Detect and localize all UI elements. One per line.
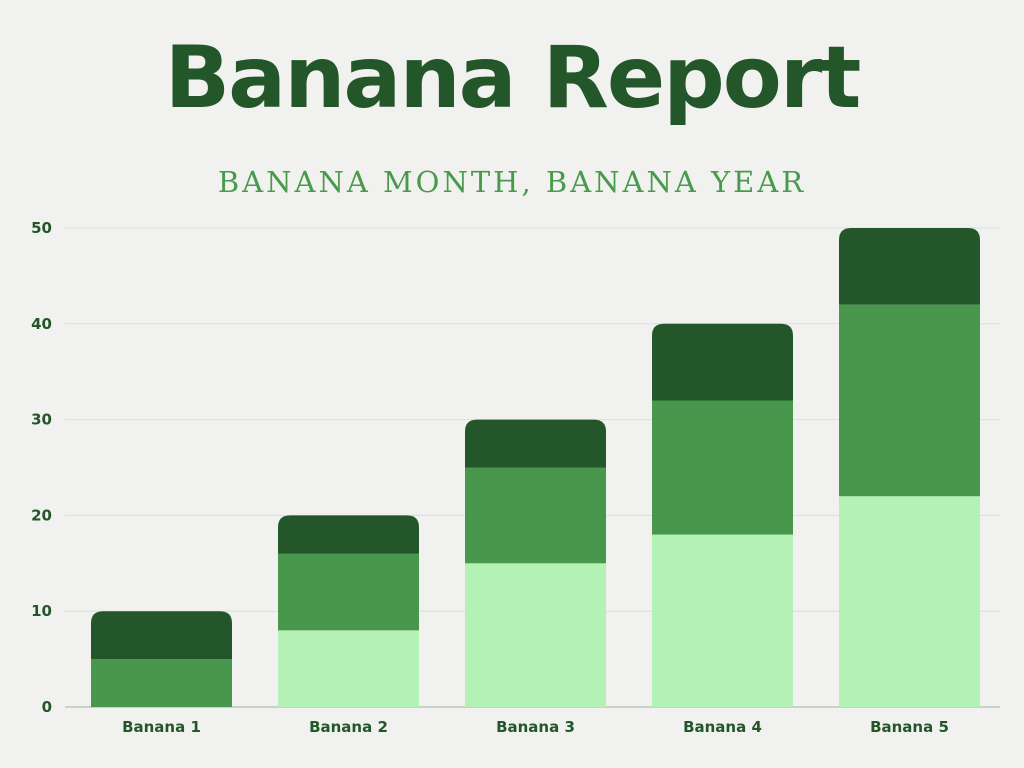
x-category-label-2: Banana 2 xyxy=(309,718,388,736)
bar-segment-2-1 xyxy=(278,630,419,707)
bar-segment-2-2 xyxy=(278,553,419,631)
y-tick-label-10: 10 xyxy=(31,602,52,620)
bar-segment-5-1 xyxy=(839,496,980,707)
bar-segment-5-2 xyxy=(839,304,980,497)
bar-segment-3-1 xyxy=(465,563,606,707)
bar-segment-1-2 xyxy=(91,659,232,707)
y-tick-label-40: 40 xyxy=(31,315,52,333)
report-subtitle: BANANA MONTH, BANANA YEAR xyxy=(217,165,807,199)
bar-segment-4-2 xyxy=(652,400,793,535)
x-category-label-4: Banana 4 xyxy=(683,718,762,736)
y-tick-label-20: 20 xyxy=(31,506,52,524)
bar-segment-3-3 xyxy=(465,419,606,468)
y-tick-label-0: 0 xyxy=(42,698,52,716)
y-tick-label-30: 30 xyxy=(31,411,52,429)
y-tick-label-50: 50 xyxy=(31,219,52,237)
report-title: Banana Report xyxy=(164,28,862,128)
bar-segment-2-3 xyxy=(278,515,419,554)
x-category-label-5: Banana 5 xyxy=(870,718,949,736)
x-category-label-3: Banana 3 xyxy=(496,718,575,736)
x-category-label-1: Banana 1 xyxy=(122,718,201,736)
bar-segment-4-3 xyxy=(652,323,793,401)
bar-segment-4-1 xyxy=(652,534,793,707)
bar-segment-1-3 xyxy=(91,611,232,660)
bar-segment-3-2 xyxy=(465,467,606,564)
bar-segment-5-3 xyxy=(839,228,980,305)
